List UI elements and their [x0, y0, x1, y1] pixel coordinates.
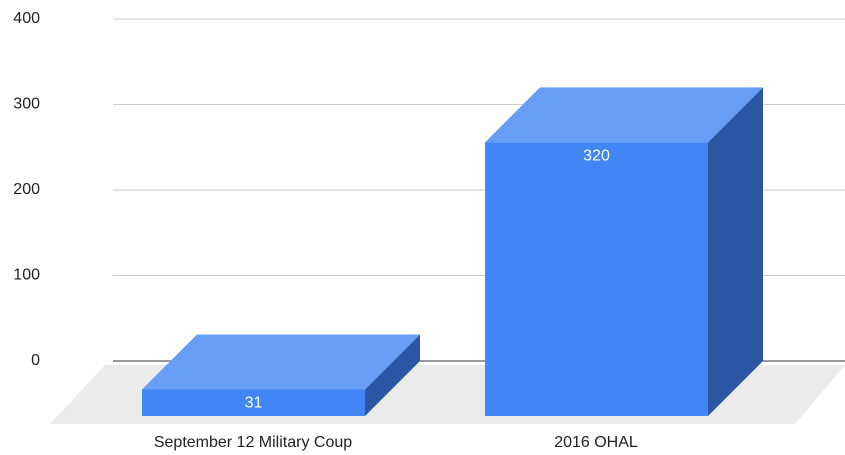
- x-tick-label: September 12 Military Coup: [154, 434, 352, 451]
- data-label: 320: [583, 148, 610, 165]
- bar-top: [485, 87, 763, 143]
- y-tick-label: 100: [13, 267, 40, 284]
- bar-top: [142, 334, 420, 390]
- bar: [485, 142, 708, 416]
- x-tick-label: 2016 OHAL: [554, 434, 638, 451]
- bar-side: [708, 87, 763, 417]
- y-tick-label: 0: [31, 352, 40, 369]
- bar: [142, 389, 365, 416]
- y-tick-label: 300: [13, 96, 40, 113]
- data-label: 31: [245, 395, 263, 412]
- bar-side: [365, 334, 420, 416]
- y-tick-label: 400: [13, 10, 40, 27]
- y-tick-label: 200: [13, 181, 40, 198]
